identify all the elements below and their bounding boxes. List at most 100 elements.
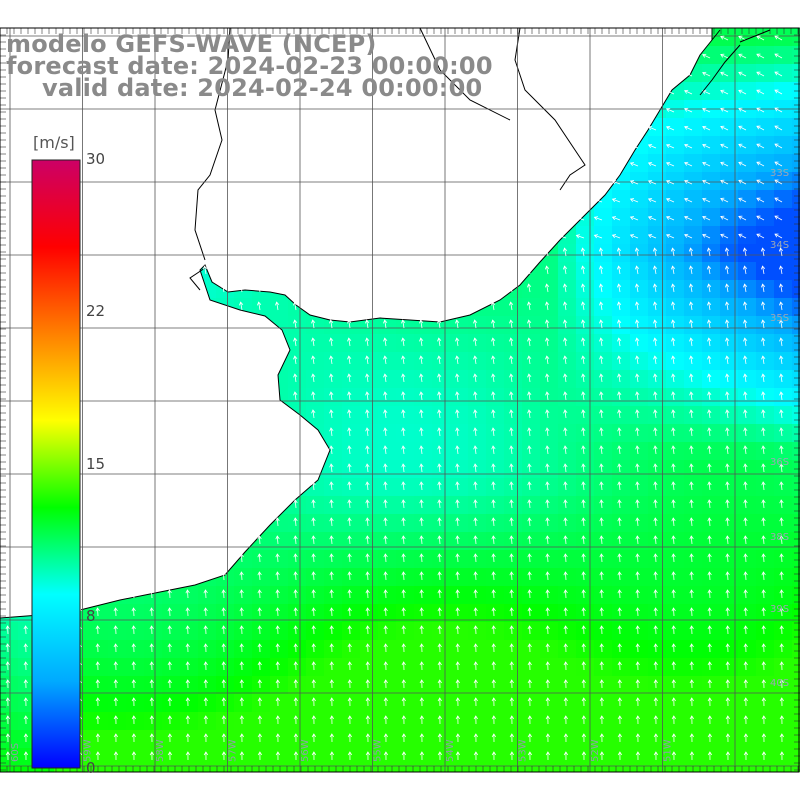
wind-arrow: [738, 89, 747, 95]
lat-label: 40S: [770, 678, 789, 689]
wind-arrow: [455, 409, 460, 419]
wind-arrow: [293, 517, 298, 527]
wind-arrow: [653, 625, 658, 635]
lon-label: 51W: [663, 739, 674, 762]
wind-arrow: [365, 337, 370, 347]
wind-arrow: [401, 481, 406, 491]
lat-label: 39S: [770, 604, 789, 615]
wind-arrow: [689, 697, 694, 707]
wind-arrow: [707, 643, 712, 653]
wind-arrow: [617, 391, 622, 401]
wind-arrow: [311, 625, 316, 635]
wind-arrow: [761, 553, 766, 563]
wind-arrow: [720, 107, 729, 113]
wind-arrow: [491, 571, 496, 581]
wind-arrow: [437, 319, 442, 329]
wind-arrow: [257, 535, 262, 545]
wind-arrow: [756, 161, 765, 167]
wind-arrow: [509, 733, 515, 743]
wind-arrow: [347, 373, 352, 383]
wind-arrow: [599, 589, 604, 599]
wind-arrow: [724, 247, 730, 257]
wind-arrow: [562, 301, 568, 311]
wind-arrow: [545, 697, 550, 707]
wind-arrow: [329, 391, 334, 401]
wind-arrow: [617, 337, 622, 347]
wind-arrow: [347, 391, 352, 401]
wind-arrow: [491, 625, 496, 635]
wind-arrow: [563, 571, 568, 581]
wind-arrow: [635, 481, 640, 491]
wind-arrow: [167, 625, 172, 635]
wind-arrow: [635, 553, 640, 563]
wind-arrow: [738, 143, 747, 149]
wind-arrow: [545, 553, 550, 563]
wind-arrow: [491, 373, 496, 383]
wind-arrow: [761, 643, 766, 653]
wind-arrow: [611, 198, 621, 203]
wind-arrow: [671, 481, 676, 491]
wind-arrow: [455, 337, 460, 347]
wind-arrow: [527, 751, 533, 761]
wind-arrow: [563, 751, 569, 761]
wind-arrow: [760, 247, 766, 257]
wind-arrow: [581, 463, 586, 473]
wind-arrow: [311, 481, 316, 491]
wind-arrow: [545, 625, 550, 635]
wind-arrow: [617, 409, 622, 419]
wind-arrow: [419, 643, 424, 653]
lon-label: 59W: [83, 739, 94, 762]
wind-arrow: [329, 733, 335, 743]
wind-arrow: [581, 517, 586, 527]
wind-arrow: [473, 481, 478, 491]
wind-arrow: [167, 733, 173, 743]
wind-arrow: [671, 427, 676, 437]
wind-arrow: [689, 643, 694, 653]
wind-arrow: [563, 517, 568, 527]
wind-arrow: [167, 751, 173, 761]
wind-arrow: [401, 463, 406, 473]
wind-arrow: [293, 355, 298, 365]
wind-arrow: [347, 517, 352, 527]
wind-arrow: [779, 427, 784, 437]
wind-arrow: [419, 355, 424, 365]
wind-arrow: [689, 733, 695, 743]
wind-arrow: [311, 661, 316, 671]
wind-arrow: [599, 463, 604, 473]
wind-arrow: [473, 553, 478, 563]
wind-arrow: [239, 607, 244, 617]
wind-arrow: [581, 715, 587, 725]
wind-arrow: [347, 553, 352, 563]
wind-arrow: [599, 697, 604, 707]
model-title: modelo GEFS-WAVE (NCEP): [6, 30, 377, 58]
wind-arrow: [185, 697, 190, 707]
wind-arrow: [563, 337, 568, 347]
wind-arrow: [707, 463, 712, 473]
wind-arrow: [311, 751, 317, 761]
wind-arrow: [473, 661, 478, 671]
wind-arrow: [401, 571, 406, 581]
wind-arrow: [509, 643, 514, 653]
wind-arrow: [437, 625, 442, 635]
wind-arrow: [203, 643, 208, 653]
wind-arrow: [599, 535, 604, 545]
wind-arrow: [563, 697, 568, 707]
lon-label: 57W: [228, 739, 239, 762]
wind-arrow: [329, 715, 335, 725]
wind-arrow: [617, 373, 622, 383]
wind-arrow: [778, 265, 784, 275]
wind-arrow: [491, 589, 496, 599]
wind-arrow: [743, 715, 749, 725]
wind-arrow: [598, 265, 604, 275]
wind-arrow: [401, 391, 406, 401]
wind-arrow: [491, 643, 496, 653]
wind-arrow: [545, 445, 550, 455]
wind-arrow: [455, 517, 460, 527]
wind-arrow: [617, 571, 622, 581]
wind-arrow: [756, 143, 765, 149]
wind-arrow: [455, 679, 460, 689]
wind-arrow: [665, 89, 675, 95]
wind-arrow: [491, 751, 497, 761]
wind-arrow: [738, 107, 747, 113]
wind-arrow: [743, 409, 748, 419]
